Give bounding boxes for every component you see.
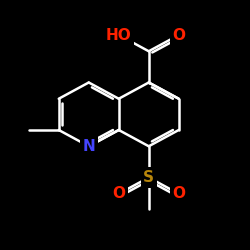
Text: O: O [172, 186, 185, 201]
Text: O: O [172, 28, 185, 42]
Text: S: S [143, 170, 154, 185]
Text: N: N [82, 139, 95, 154]
Text: O: O [112, 186, 125, 201]
Text: HO: HO [106, 28, 132, 42]
